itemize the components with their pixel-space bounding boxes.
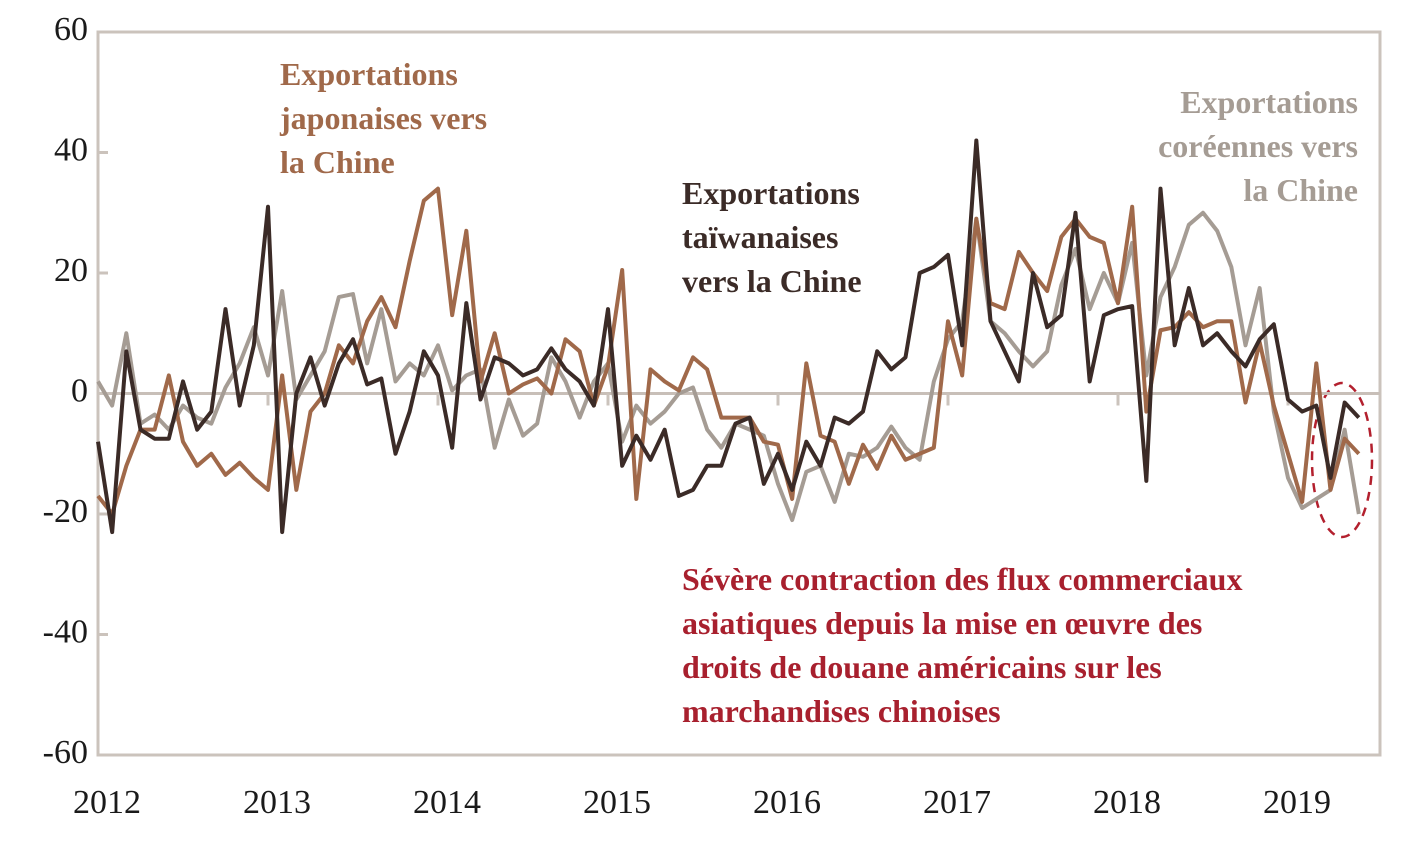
y-tick-label: 40 — [54, 131, 88, 168]
x-tick-label: 2015 — [583, 784, 651, 821]
annotation: Sévère contraction des flux commerciaux — [682, 561, 1242, 597]
y-tick-label: -60 — [43, 734, 88, 771]
annotation: asiatiques depuis la mise en œuvre des — [682, 605, 1202, 641]
x-tick-label: 2013 — [243, 784, 311, 821]
y-tick-label: 60 — [54, 11, 88, 48]
y-tick-label: -40 — [43, 613, 88, 650]
series-label: taïwanaises — [682, 219, 838, 255]
series-line — [96, 210, 1361, 523]
series-label: la Chine — [280, 144, 395, 180]
x-tick-label: 2016 — [753, 784, 821, 821]
series-label: vers la Chine — [682, 263, 862, 299]
x-tick-label: 2014 — [413, 784, 481, 821]
x-tick-label: 2018 — [1093, 784, 1161, 821]
x-tick-label: 2012 — [73, 784, 141, 821]
series-label: japonaises vers — [279, 100, 487, 136]
series-label: coréennes vers — [1158, 128, 1358, 164]
series-label: Exportations — [280, 56, 458, 92]
x-tick-label: 2019 — [1263, 784, 1331, 821]
series-line — [96, 138, 1361, 535]
y-tick-label: -20 — [43, 493, 88, 530]
series-label: la Chine — [1243, 172, 1358, 208]
series-label: Exportations — [682, 175, 860, 211]
x-tick-label: 2017 — [923, 784, 991, 821]
y-tick-label: 0 — [71, 372, 88, 409]
annotation: droits de douane américains sur les — [682, 649, 1162, 685]
annotation: marchandises chinoises — [682, 693, 1001, 729]
y-tick-label: 20 — [54, 252, 88, 289]
highlight-ellipse — [1310, 381, 1374, 539]
series-label: Exportations — [1180, 84, 1358, 120]
